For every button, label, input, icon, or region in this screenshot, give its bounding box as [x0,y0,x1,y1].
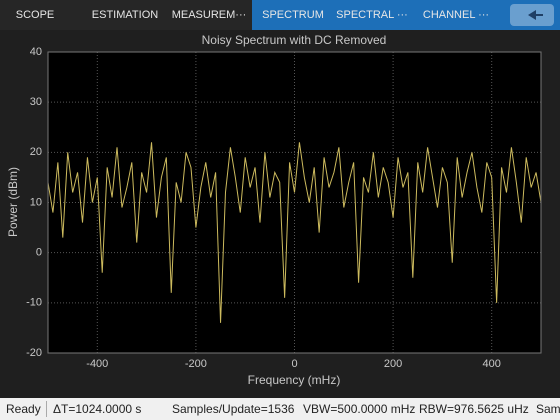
collapse-icon [528,10,543,20]
status-item: Samples/Update=1536 [172,402,295,416]
y-tick-label: 20 [30,146,42,158]
status-item: Sam [536,402,560,416]
separator [46,401,47,417]
x-tick-label: 400 [483,358,501,370]
x-tick-label: -200 [185,358,207,370]
status-bar: Ready ΔT=1024.0000 s Samples/Update=1536… [0,398,560,420]
y-tick-label: 40 [30,46,42,58]
plot-frame [47,51,542,354]
y-tick-label: -20 [26,347,42,359]
status-item: RBW=976.5625 uHz [419,402,529,416]
tab[interactable]: MEASUREM··· [171,9,247,21]
toolbar [0,0,252,30]
status-item: VBW=500.0000 mHz [303,402,416,416]
status-state: Ready [6,402,41,416]
collapse-button[interactable] [510,4,554,26]
y-tick-label: -10 [26,297,42,309]
tab[interactable]: CHANNEL ··· [422,9,490,21]
status-item: ΔT=1024.0000 s [53,402,142,416]
y-tick-label: 0 [36,247,42,259]
chart: Noisy Spectrum with DC Removed Frequency… [6,33,542,387]
active-toolbar [252,0,560,30]
spectrum-line [47,142,542,323]
x-tick-label: 200 [384,358,402,370]
tab[interactable]: SCOPE [15,9,55,21]
chart-title: Noisy Spectrum with DC Removed [202,33,387,47]
x-tick-label: 0 [291,358,297,370]
tab[interactable]: SPECTRAL ··· [336,9,408,21]
x-axis-label: Frequency (mHz) [248,373,341,387]
y-tick-label: 30 [30,96,42,108]
tab[interactable]: ESTIMATION [91,9,159,21]
y-tick-label: 10 [30,196,42,208]
tab[interactable]: SPECTRUM [262,9,324,21]
x-tick-label: -400 [86,358,108,370]
y-axis-label: Power (dBm) [6,167,20,237]
